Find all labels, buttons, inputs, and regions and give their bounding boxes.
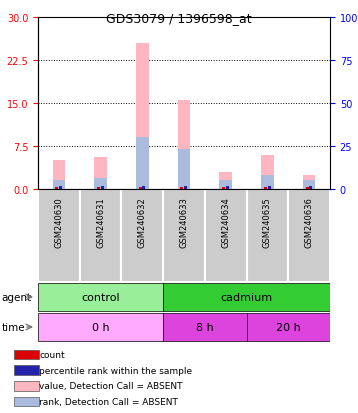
Bar xyxy=(38,313,163,342)
Bar xyxy=(309,186,312,190)
Bar xyxy=(142,186,145,190)
Bar xyxy=(264,187,267,190)
Bar xyxy=(14,381,39,391)
Bar xyxy=(163,190,205,282)
Bar xyxy=(247,313,330,342)
Bar xyxy=(184,186,187,190)
Bar xyxy=(94,178,107,190)
Bar xyxy=(14,366,39,375)
Bar xyxy=(55,187,58,190)
Bar xyxy=(288,190,330,282)
Bar xyxy=(136,44,149,190)
Bar xyxy=(80,190,121,282)
Bar xyxy=(136,138,149,190)
Bar xyxy=(222,187,225,190)
Text: GSM240633: GSM240633 xyxy=(179,197,189,248)
Text: value, Detection Call = ABSENT: value, Detection Call = ABSENT xyxy=(39,382,183,391)
Bar xyxy=(53,161,65,190)
Bar xyxy=(219,172,232,190)
Text: GSM240632: GSM240632 xyxy=(138,197,147,247)
Text: time: time xyxy=(2,322,25,332)
Bar xyxy=(306,187,309,190)
Bar xyxy=(94,158,107,190)
Text: GSM240634: GSM240634 xyxy=(221,197,230,247)
Bar xyxy=(101,186,104,190)
Bar xyxy=(14,397,39,406)
Bar xyxy=(303,181,315,190)
Text: GSM240635: GSM240635 xyxy=(263,197,272,247)
Bar xyxy=(53,181,65,190)
Bar xyxy=(38,190,80,282)
Text: cadmium: cadmium xyxy=(221,292,273,302)
Text: percentile rank within the sample: percentile rank within the sample xyxy=(39,366,192,375)
Bar xyxy=(14,350,39,359)
Text: 8 h: 8 h xyxy=(196,322,214,332)
Bar xyxy=(268,186,271,190)
Text: count: count xyxy=(39,350,65,359)
Text: GSM240630: GSM240630 xyxy=(54,197,63,247)
Text: rank, Detection Call = ABSENT: rank, Detection Call = ABSENT xyxy=(39,397,178,406)
Bar xyxy=(205,190,247,282)
Bar xyxy=(261,175,274,190)
Bar xyxy=(180,187,183,190)
Bar xyxy=(121,190,163,282)
Bar xyxy=(38,283,163,312)
Text: GSM240631: GSM240631 xyxy=(96,197,105,247)
Bar xyxy=(226,186,229,190)
Text: GDS3079 / 1396598_at: GDS3079 / 1396598_at xyxy=(106,12,252,25)
Text: 20 h: 20 h xyxy=(276,322,301,332)
Bar xyxy=(59,186,62,190)
Bar xyxy=(139,187,142,190)
Bar xyxy=(97,187,100,190)
Text: GSM240636: GSM240636 xyxy=(305,197,314,248)
Bar xyxy=(178,101,190,190)
Bar xyxy=(303,175,315,190)
Bar xyxy=(163,313,247,342)
Bar xyxy=(163,283,330,312)
Bar xyxy=(261,155,274,190)
Bar xyxy=(178,150,190,190)
Bar xyxy=(219,181,232,190)
Text: control: control xyxy=(81,292,120,302)
Text: 0 h: 0 h xyxy=(92,322,110,332)
Text: agent: agent xyxy=(2,292,32,302)
Bar xyxy=(247,190,288,282)
